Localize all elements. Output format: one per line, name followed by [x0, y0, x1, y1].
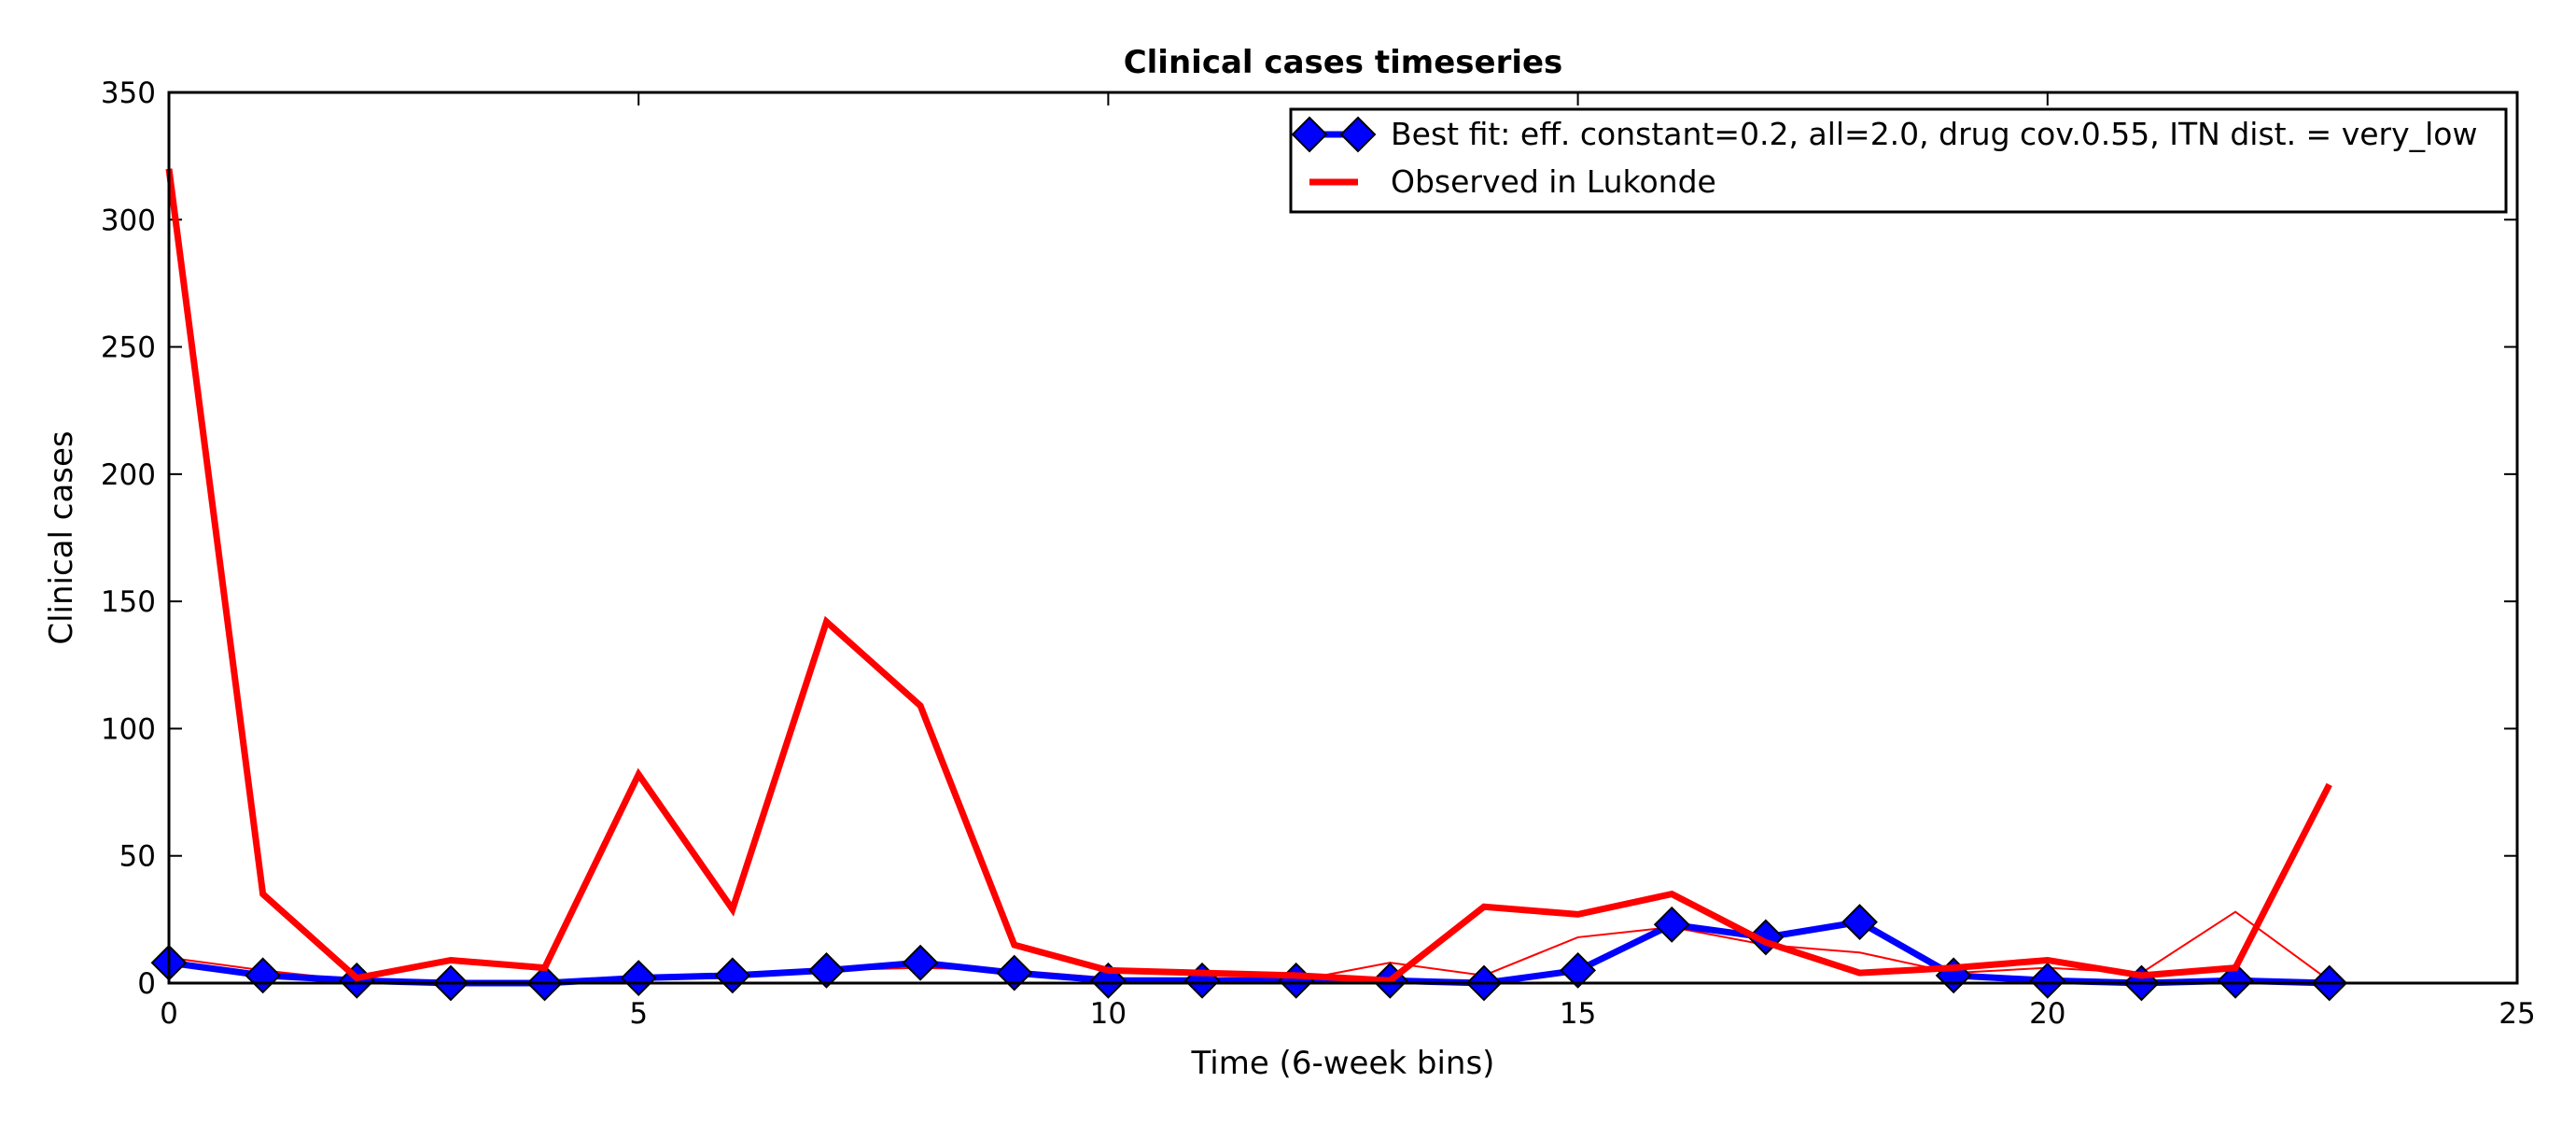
legend-entries: Best fit: eff. constant=0.2, all=2.0, dr… — [1291, 116, 2477, 200]
x-tick-label: 20 — [2029, 997, 2065, 1031]
y-tick-label: 0 — [137, 967, 156, 1001]
x-tick-label: 15 — [1560, 997, 1596, 1031]
data-point — [2029, 962, 2066, 999]
y-tick-label: 150 — [101, 585, 156, 619]
x-tick-label: 25 — [2499, 997, 2535, 1031]
legend-entry: Best fit: eff. constant=0.2, all=2.0, dr… — [1291, 116, 2477, 153]
series-line — [165, 168, 2332, 984]
y-axis-title: Clinical cases — [43, 430, 80, 644]
x-tick-label: 0 — [160, 997, 178, 1031]
x-tick-label: 10 — [1090, 997, 1127, 1031]
legend-marker — [1291, 116, 1328, 153]
legend-marker — [1339, 116, 1377, 153]
legend: Best fit: eff. constant=0.2, all=2.0, dr… — [1289, 107, 2508, 214]
data-point — [808, 951, 845, 989]
data-point — [620, 960, 657, 996]
legend-entry: Observed in Lukonde — [1309, 163, 1716, 200]
data-point — [902, 944, 939, 981]
y-tick-label: 250 — [101, 331, 156, 365]
y-tick-label: 350 — [101, 77, 156, 110]
plot-area-frame — [167, 91, 2519, 985]
legend-box — [1289, 107, 2508, 214]
data-point — [1560, 951, 1597, 989]
data-point — [996, 954, 1033, 991]
series-2 — [165, 168, 2332, 984]
y-tick-label: 50 — [119, 840, 156, 874]
x-tick-label: 5 — [629, 997, 648, 1031]
y-tick-label: 100 — [101, 712, 156, 746]
chart-title: Clinical cases timeseries — [1124, 44, 1563, 81]
legend-label: Best fit: eff. constant=0.2, all=2.0, dr… — [1391, 116, 2477, 152]
legend-label: Observed in Lukonde — [1391, 163, 1716, 200]
data-point — [1653, 906, 1690, 943]
data-point — [2217, 962, 2254, 999]
y-tick-label: 300 — [101, 204, 156, 237]
y-tick-label: 200 — [101, 458, 156, 492]
data-point — [1841, 904, 1878, 940]
x-axis-title: Time (6-week bins) — [1191, 1045, 1495, 1082]
